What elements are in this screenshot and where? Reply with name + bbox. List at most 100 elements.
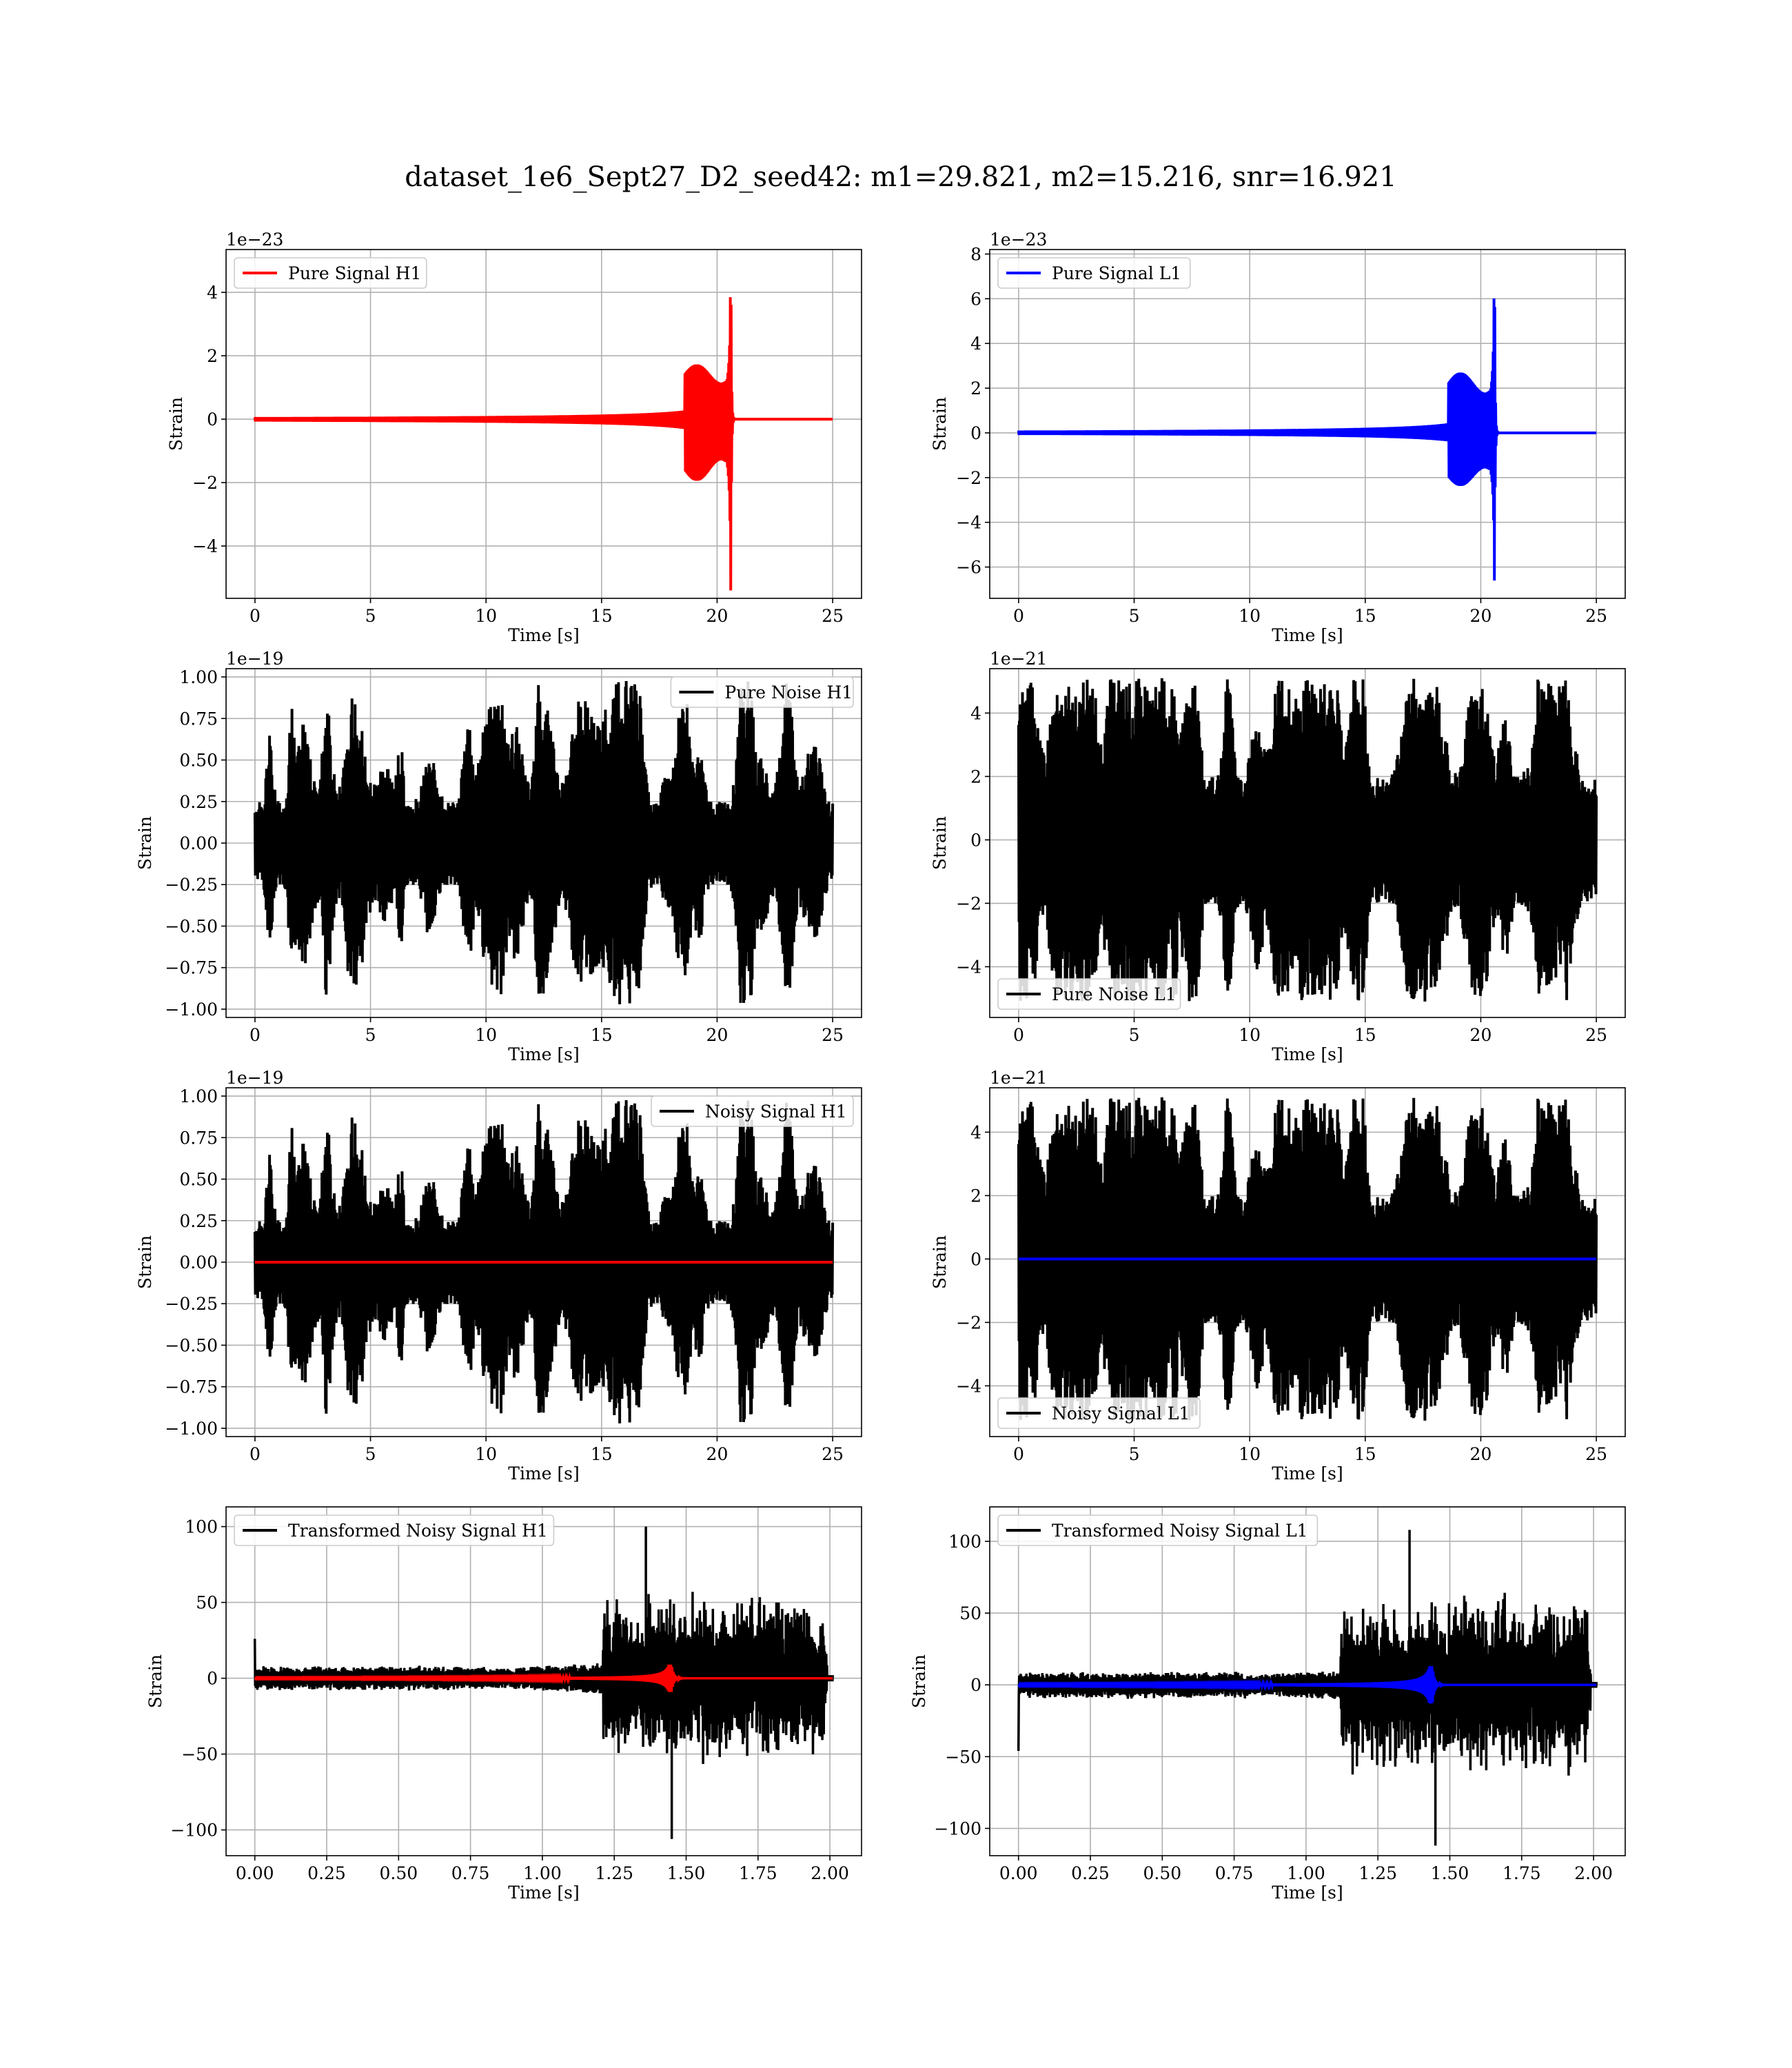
x-tick-label: 25 xyxy=(1585,606,1607,626)
x-tick-label: 25 xyxy=(1585,1025,1607,1045)
x-tick-label: 0.75 xyxy=(1215,1863,1254,1883)
legend-box xyxy=(997,257,1191,289)
legend-label: Noisy Signal H1 xyxy=(705,1102,847,1122)
x-tick-label: 1.25 xyxy=(1358,1863,1397,1883)
series-p3-0 xyxy=(1017,678,1598,1002)
y-tick-label: −4 xyxy=(956,513,981,533)
x-tick-label: 0 xyxy=(250,1444,261,1464)
x-tick-label: 5 xyxy=(1129,1444,1140,1464)
axes-frame-p7 xyxy=(989,1506,1626,1856)
x-tick-label: 15 xyxy=(1354,1025,1376,1045)
x-tick-label: 0.25 xyxy=(307,1863,346,1883)
subplot-p7: 0.00 0.25 0.50 0.75 1.00 1.25 1.50 1.75 2.00 −100… xyxy=(909,1506,1626,1903)
x-tick-label: 20 xyxy=(706,1025,729,1045)
x-tick-label: 0 xyxy=(250,606,261,626)
x-tick-label: 5 xyxy=(365,1025,376,1045)
x-tick-label: 1.00 xyxy=(1287,1863,1325,1883)
axes-frame-p3 xyxy=(989,668,1626,1018)
x-axis-label: Time [s] xyxy=(1272,625,1343,645)
axes-frame-p1 xyxy=(989,249,1626,599)
y-tick-label: −100 xyxy=(934,1818,981,1838)
x-tick-label: 0 xyxy=(250,1025,261,1045)
x-tick-label: 1.50 xyxy=(1431,1863,1469,1883)
y-tick-label: 2 xyxy=(970,767,981,787)
series-p6-1 xyxy=(254,1664,833,1692)
x-tick-label: 1.75 xyxy=(739,1863,777,1883)
y-tick-label: −4 xyxy=(956,1376,981,1396)
legend-p3: Pure Noise L1 xyxy=(997,978,1181,1010)
y-axis-label: Strain xyxy=(135,816,155,870)
x-tick-label: 20 xyxy=(706,1444,729,1464)
y-tick-label: 6 xyxy=(970,289,981,309)
x-tick-label: 0.25 xyxy=(1071,1863,1110,1883)
axis-offset-text: 1e−23 xyxy=(990,230,1047,250)
series-p7-0 xyxy=(1017,1592,1598,1776)
legend-label: Pure Signal H1 xyxy=(288,263,421,283)
x-tick-label: 5 xyxy=(365,1444,376,1464)
y-tick-label: 0.50 xyxy=(179,751,218,771)
series-p7-1 xyxy=(1017,1666,1597,1704)
y-tick-label: −4 xyxy=(956,957,981,977)
x-tick-label: 10 xyxy=(475,1444,497,1464)
y-tick-label: −0.25 xyxy=(165,875,218,895)
series-p4-0 xyxy=(253,1099,835,1423)
x-tick-label: 1.50 xyxy=(667,1863,706,1883)
axis-offset-text: 1e−21 xyxy=(990,649,1047,669)
y-tick-label: 1.00 xyxy=(179,1086,218,1106)
y-tick-label: −0.75 xyxy=(165,1377,218,1397)
x-axis-label: Time [s] xyxy=(508,1883,579,1903)
x-tick-label: 2.00 xyxy=(811,1863,849,1883)
y-tick-label: −2 xyxy=(956,893,981,913)
legend-label: Pure Noise H1 xyxy=(724,682,853,702)
subplot-p5: 0 5 10 15 20 25 −4 −2 0 2 4 Time [s] Strain 1e−21 Nois… xyxy=(930,1068,1626,1483)
x-axis-label: Time [s] xyxy=(1272,1883,1343,1903)
legend-label: Pure Noise L1 xyxy=(1052,984,1177,1004)
x-tick-label: 5 xyxy=(1129,606,1140,626)
y-tick-label: 0 xyxy=(207,1669,218,1689)
x-axis-label: Time [s] xyxy=(508,1463,579,1483)
legend-box xyxy=(651,1095,854,1127)
y-tick-label: 0.75 xyxy=(179,1128,218,1148)
x-tick-label: 25 xyxy=(822,1025,844,1045)
x-tick-label: 15 xyxy=(1354,1444,1376,1464)
x-tick-label: 25 xyxy=(822,606,844,626)
legend-box xyxy=(670,676,854,708)
y-tick-label: 0 xyxy=(970,1675,981,1695)
x-tick-label: 10 xyxy=(1239,606,1261,626)
y-tick-label: −100 xyxy=(170,1821,218,1841)
y-tick-label: −1.00 xyxy=(165,1419,218,1439)
x-tick-label: 1.00 xyxy=(523,1863,562,1883)
y-tick-label: 4 xyxy=(970,334,981,354)
legend-box xyxy=(997,1397,1201,1429)
figure-suptitle: dataset_1e6_Sept27_D2_seed42: m1=29.821,… xyxy=(405,161,1396,193)
y-tick-label: 4 xyxy=(970,1122,981,1142)
axis-offset-text: 1e−23 xyxy=(226,230,283,250)
y-tick-label: 2 xyxy=(207,346,218,366)
legend-label: Pure Signal L1 xyxy=(1052,263,1181,283)
y-tick-label: 0 xyxy=(970,830,981,850)
y-tick-label: −50 xyxy=(181,1745,218,1765)
x-tick-label: 0.00 xyxy=(999,1863,1038,1883)
x-tick-label: 20 xyxy=(1470,1444,1492,1464)
x-tick-label: 10 xyxy=(475,606,497,626)
x-tick-label: 2.00 xyxy=(1574,1863,1613,1883)
x-tick-label: 25 xyxy=(822,1444,844,1464)
x-tick-label: 5 xyxy=(1129,1025,1140,1045)
x-tick-label: 10 xyxy=(1239,1025,1261,1045)
x-axis-label: Time [s] xyxy=(1272,1463,1343,1483)
series-p5-0 xyxy=(1017,1097,1598,1421)
x-tick-label: 10 xyxy=(475,1025,497,1045)
series-p2-0 xyxy=(253,680,835,1004)
y-tick-label: 0.00 xyxy=(179,833,218,853)
y-tick-label: 0.25 xyxy=(179,792,218,812)
y-tick-label: 0 xyxy=(970,423,981,443)
y-axis-label: Strain xyxy=(930,397,950,451)
y-tick-label: 100 xyxy=(185,1517,218,1537)
subplot-p1: 0 5 10 15 20 25 −6 −4 −2 0 2 4 6 8 Time [s] Strain 1e−23… xyxy=(930,230,1626,645)
legend-box xyxy=(234,257,427,289)
subplot-p6: 0.00 0.25 0.50 0.75 1.00 1.25 1.50 1.75 2.00 −100… xyxy=(145,1506,862,1903)
legend-label: Transformed Noisy Signal H1 xyxy=(288,1521,548,1541)
x-tick-label: 1.75 xyxy=(1503,1863,1541,1883)
axis-offset-text: 1e−19 xyxy=(226,649,283,669)
